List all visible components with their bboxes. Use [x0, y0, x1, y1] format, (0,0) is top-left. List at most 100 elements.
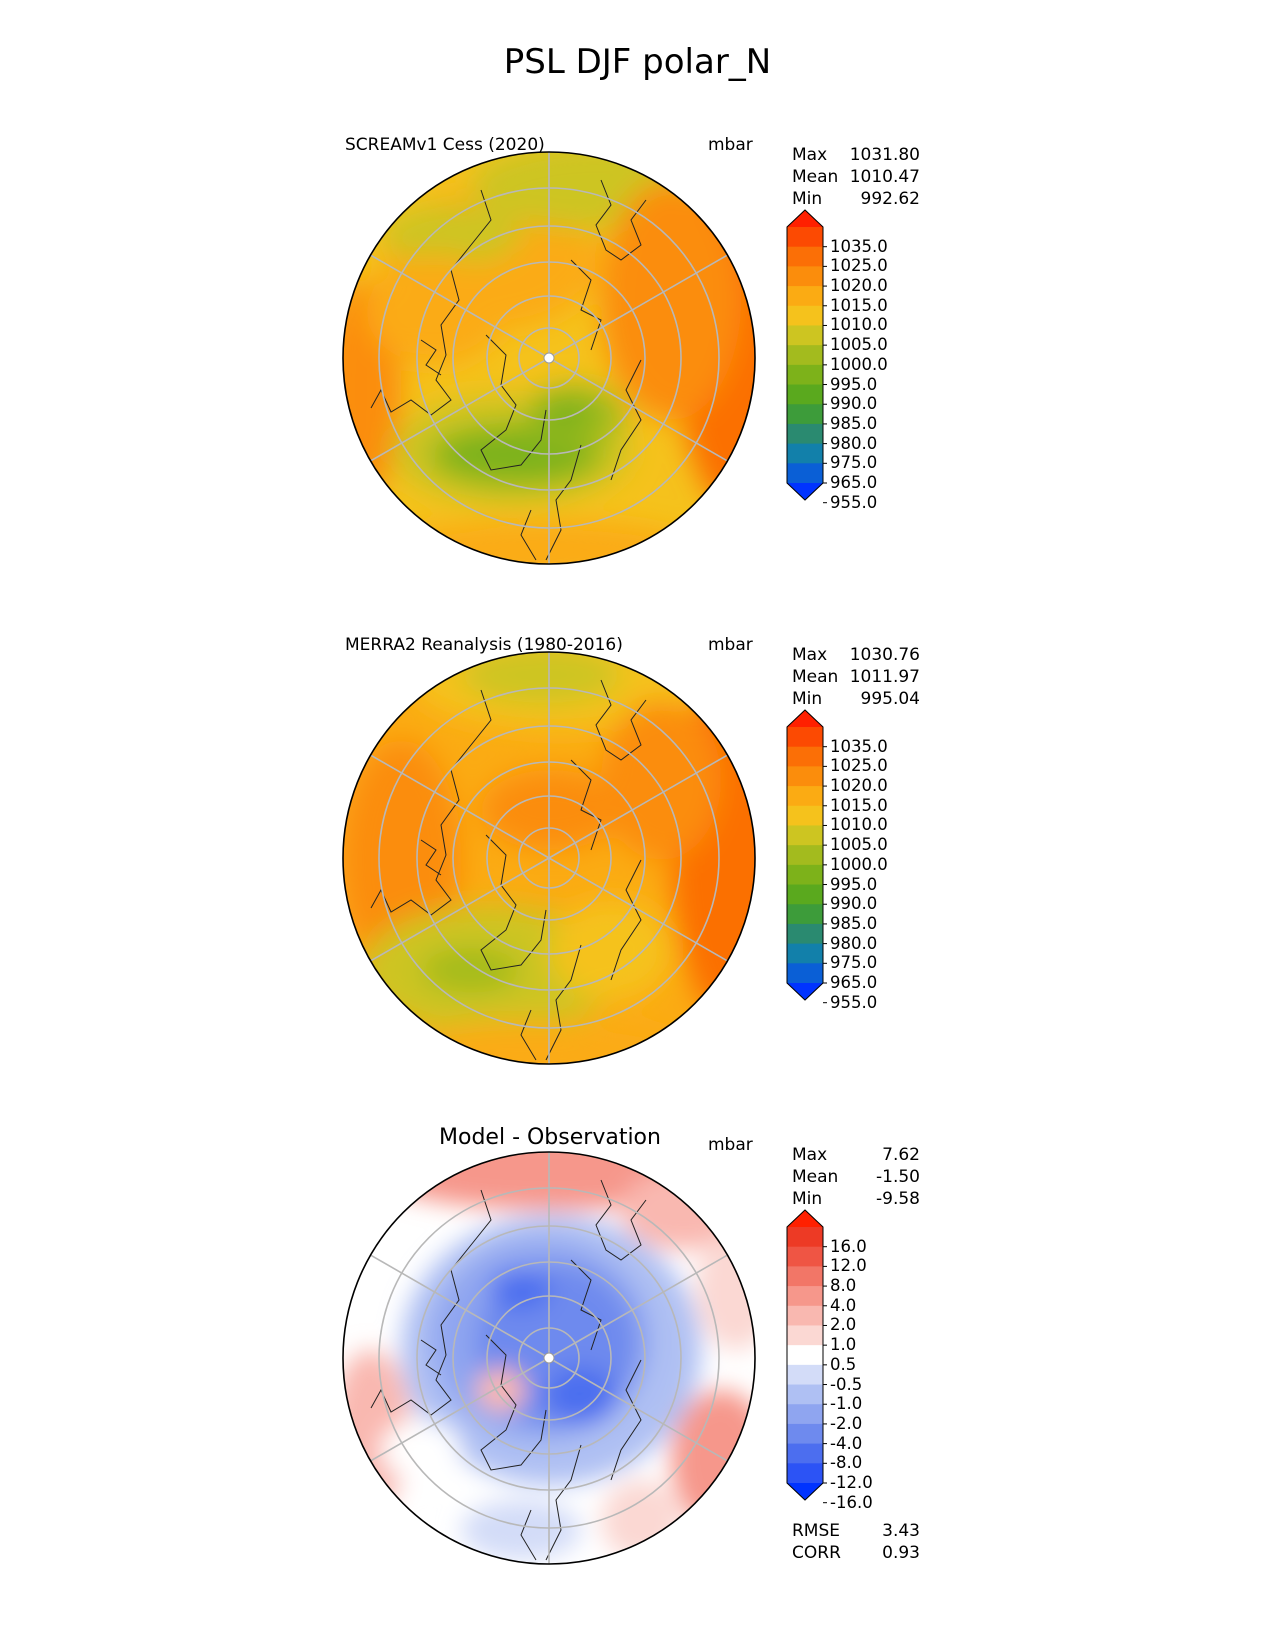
- polar-map: [342, 651, 756, 1065]
- stat-min: Min 995.04: [792, 689, 920, 709]
- colorbar-tick-label: -2.0: [830, 1413, 863, 1433]
- unit-label: mbar: [708, 1135, 753, 1155]
- colorbar-extend-max: [787, 710, 823, 727]
- colorbar-tick-label: -16.0: [830, 1492, 873, 1512]
- colorbar-segment: [787, 766, 823, 787]
- colorbar-segment: [787, 1384, 823, 1405]
- error-stats: RMSE 3.43 CORR 0.93: [792, 1520, 920, 1564]
- stat-max: Max 7.62: [792, 1145, 920, 1165]
- colorbar-segment: [787, 1463, 823, 1484]
- stat-mean: Mean 1010.47: [792, 167, 920, 187]
- colorbar-tick-label: 1015.0: [830, 295, 888, 315]
- colorbar-segment: [787, 1345, 823, 1366]
- colorbar-tick-label: -4.0: [830, 1433, 863, 1453]
- colorbar-segment: [787, 845, 823, 866]
- coastlines: [370, 679, 647, 1061]
- colorbar-segment: [787, 1305, 823, 1326]
- stat-mean: Mean 1011.97: [792, 667, 920, 687]
- graticule: [343, 152, 755, 564]
- stat-max: Max 1030.76: [792, 645, 920, 665]
- figure-title: PSL DJF polar_N: [503, 42, 772, 82]
- colorbar-tick-label: 965.0: [830, 473, 878, 492]
- colorbar-tick-label: 12.0: [830, 1256, 867, 1276]
- colorbar-tick-label: 990.0: [830, 894, 878, 914]
- colorbar-segment: [787, 345, 823, 366]
- colorbar-segment: [787, 923, 823, 945]
- colorbar-segment: [787, 1443, 823, 1464]
- colorbar-tick-label: 980.0: [830, 433, 878, 453]
- unit-label: mbar: [708, 635, 753, 655]
- colorbar-tick-label: 985.0: [830, 913, 878, 933]
- colorbar-tick-label: 975.0: [830, 453, 878, 473]
- colorbar-segment: [787, 246, 823, 267]
- stat-max: Max 1031.80: [792, 145, 920, 165]
- colorbar-tick-label: 1035.0: [830, 236, 888, 256]
- stats-block: Max 7.62 Mean -1.50 Min -9.58: [792, 1144, 920, 1210]
- stats-block: Max 1031.80 Mean 1010.47 Min 992.62: [792, 144, 920, 210]
- colorbar-tick-label: -8.0: [830, 1453, 863, 1473]
- colorbar-segment: [787, 463, 823, 484]
- colorbar-tick-label: 995.0: [830, 374, 878, 394]
- colorbar: [786, 1209, 827, 1504]
- colorbar-segment: [787, 805, 823, 826]
- colorbar-segment: [787, 1227, 823, 1248]
- colorbar-tick-label: 2.0: [830, 1315, 857, 1335]
- colorbar-tick-label: 1035.0: [830, 736, 888, 756]
- colorbar-extend-min: [787, 983, 823, 1000]
- colorbar-segment: [787, 727, 823, 748]
- colorbar-segment: [787, 904, 823, 925]
- colorbar-tick-label: 985.0: [830, 413, 878, 433]
- colorbar-segment: [787, 325, 823, 346]
- colorbar-segment: [787, 1423, 823, 1445]
- colorbar-segment: [787, 1246, 823, 1267]
- colorbar-segment: [787, 423, 823, 445]
- colorbar-tick-label: 1000.0: [830, 854, 888, 874]
- colorbar-tick-label: 16.0: [830, 1236, 867, 1256]
- stat-min: Min -9.58: [792, 1189, 920, 1209]
- polar-map: [342, 151, 756, 565]
- colorbar: [786, 209, 827, 504]
- colorbar-tick-label: -12.0: [830, 1473, 873, 1492]
- panel-title: SCREAMv1 Cess (2020): [345, 135, 545, 155]
- colorbar-segment: [787, 384, 823, 405]
- colorbar-segment: [787, 404, 823, 425]
- polar-map: [342, 1151, 756, 1565]
- colorbar-tick-label: 1025.0: [830, 256, 888, 276]
- colorbar-segment: [787, 443, 823, 464]
- difference-panel: Model - Observation mbar Max 7.62 Mean -1.…: [0, 1125, 1275, 1605]
- graticule: [343, 652, 755, 1064]
- colorbar-segment: [787, 884, 823, 905]
- colorbar-tick-label: 1010.0: [830, 315, 888, 335]
- colorbar-segment: [787, 963, 823, 984]
- colorbar-segment: [787, 786, 823, 807]
- stats-block: Max 1030.76 Mean 1011.97 Min 995.04: [792, 644, 920, 710]
- colorbar-segment: [787, 1286, 823, 1307]
- model-panel: SCREAMv1 Cess (2020) mbar Max 1031.80 Mea…: [0, 135, 1275, 605]
- colorbar-tick-label: 980.0: [830, 933, 878, 953]
- colorbar-segment: [787, 1266, 823, 1287]
- colorbar-segment: [787, 943, 823, 964]
- colorbar-extend-min: [787, 1483, 823, 1500]
- colorbar-segment: [787, 825, 823, 846]
- colorbar-tick-label: 1025.0: [830, 756, 888, 776]
- colorbar-segment: [787, 227, 823, 248]
- colorbar-extend-max: [787, 1210, 823, 1227]
- colorbar-segment: [787, 1364, 823, 1386]
- colorbar-tick-label: 990.0: [830, 394, 878, 414]
- colorbar-tick-label: 1020.0: [830, 276, 888, 296]
- colorbar-segment: [787, 746, 823, 767]
- colorbar-segment: [787, 864, 823, 886]
- colorbar-tick-label: 1010.0: [830, 815, 888, 835]
- colorbar-segment: [787, 1325, 823, 1346]
- colorbar-segment: [787, 1404, 823, 1425]
- colorbar-extend-max: [787, 210, 823, 227]
- stat-mean: Mean -1.50: [792, 1167, 920, 1187]
- colorbar-tick-label: 965.0: [830, 973, 878, 992]
- colorbar-extend-min: [787, 483, 823, 500]
- graticule: [343, 1152, 755, 1564]
- panel-title: Model - Observation: [439, 1125, 661, 1150]
- stat-min: Min 992.62: [792, 189, 920, 209]
- stat-rmse: RMSE 3.43: [792, 1521, 920, 1541]
- colorbar-tick-label: -1.0: [830, 1394, 863, 1414]
- colorbar-tick-label: 1015.0: [830, 795, 888, 815]
